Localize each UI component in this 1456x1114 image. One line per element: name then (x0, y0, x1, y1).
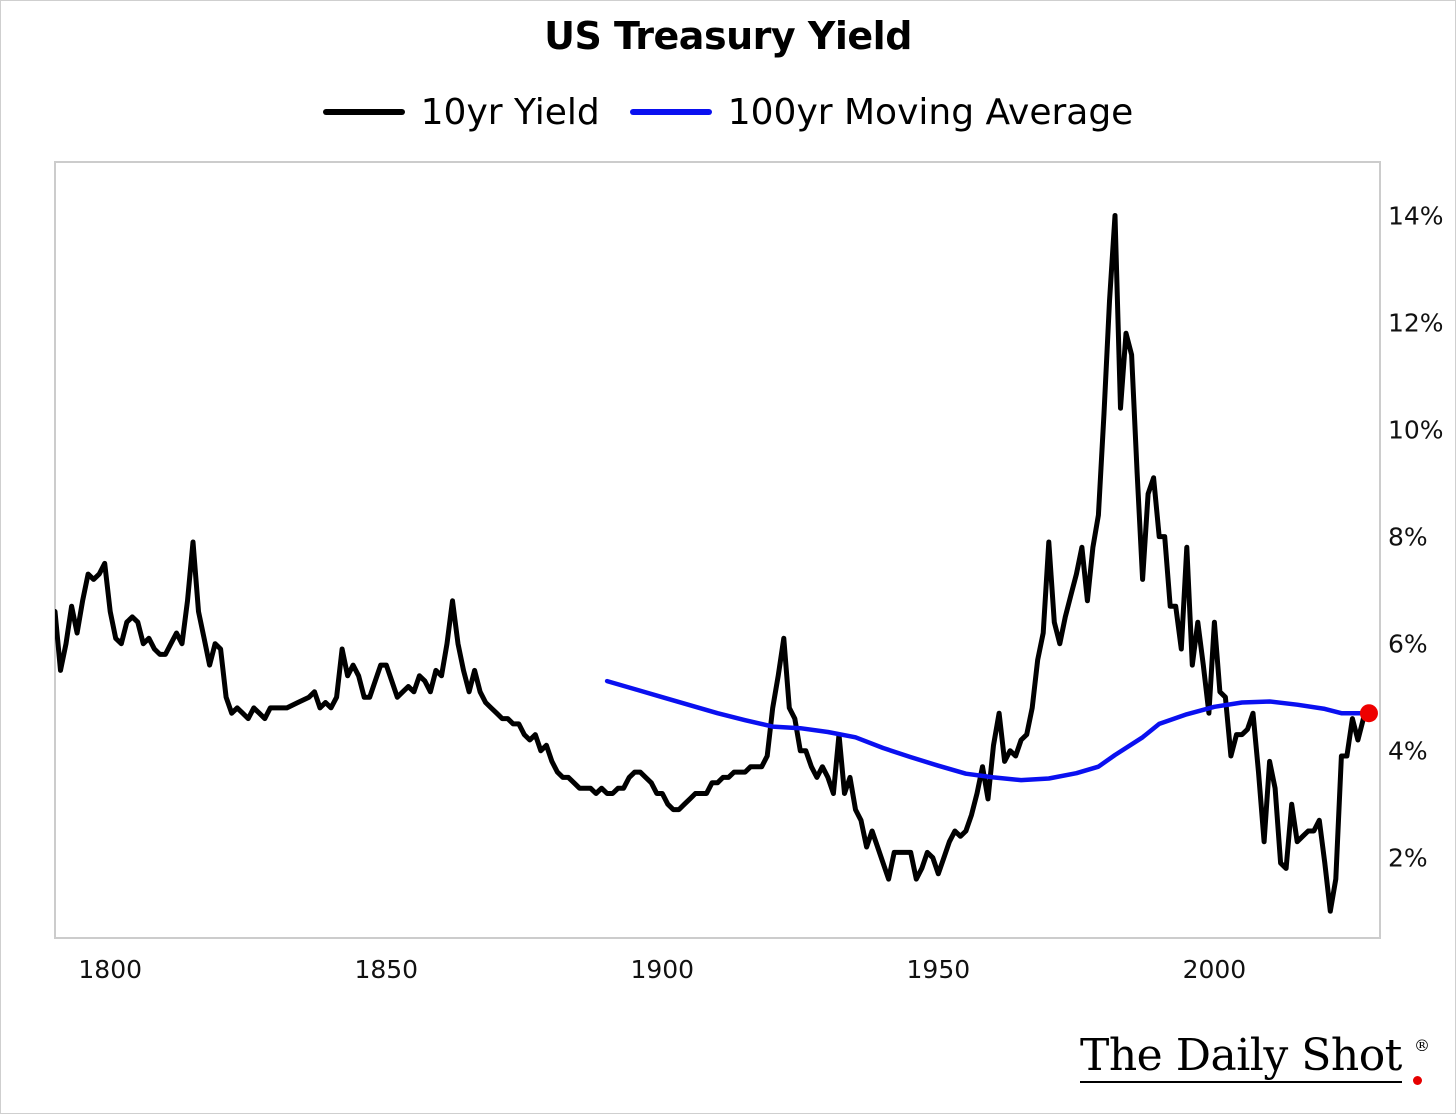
x-tick-label-1950: 1950 (907, 955, 971, 984)
legend-label-10yr-yield: 10yr Yield (420, 91, 600, 133)
legend-swatch-moving-average (629, 109, 712, 115)
y-tick-label-14: 14% (1388, 202, 1444, 231)
legend-item-moving-average: 100yr Moving Average (629, 91, 1134, 133)
y-tick-label-12: 12% (1388, 309, 1444, 338)
legend-swatch-10yr-yield (322, 109, 405, 115)
y-tick-label-8: 8% (1388, 523, 1428, 552)
x-tick-label-1850: 1850 (354, 955, 418, 984)
y-tick-label-4: 4% (1388, 737, 1428, 766)
x-tick-label-2000: 2000 (1183, 955, 1247, 984)
brand-name: The Daily Shot (1080, 1030, 1402, 1083)
series-line-moving-average (604, 678, 1372, 783)
moving-average-end-marker (1359, 704, 1378, 723)
x-tick-label-1900: 1900 (630, 955, 694, 984)
y-tick-label-2: 2% (1388, 844, 1428, 873)
y-tick-label-10: 10% (1388, 416, 1444, 445)
brand-logo: The Daily Shot ® (1080, 1030, 1430, 1090)
brand-red-dot (1413, 1076, 1422, 1085)
plot-area-border (54, 161, 1381, 939)
x-tick-label-1800: 1800 (78, 955, 142, 984)
series-line-10yr-yield (55, 213, 1366, 914)
y-tick-label-6: 6% (1388, 630, 1428, 659)
legend-item-10yr-yield: 10yr Yield (322, 91, 600, 133)
chart-legend: 10yr Yield 100yr Moving Average (0, 88, 1456, 136)
chart-title: US Treasury Yield (544, 14, 912, 58)
legend-label-moving-average: 100yr Moving Average (727, 91, 1134, 133)
brand-registered-mark: ® (1414, 1036, 1430, 1055)
